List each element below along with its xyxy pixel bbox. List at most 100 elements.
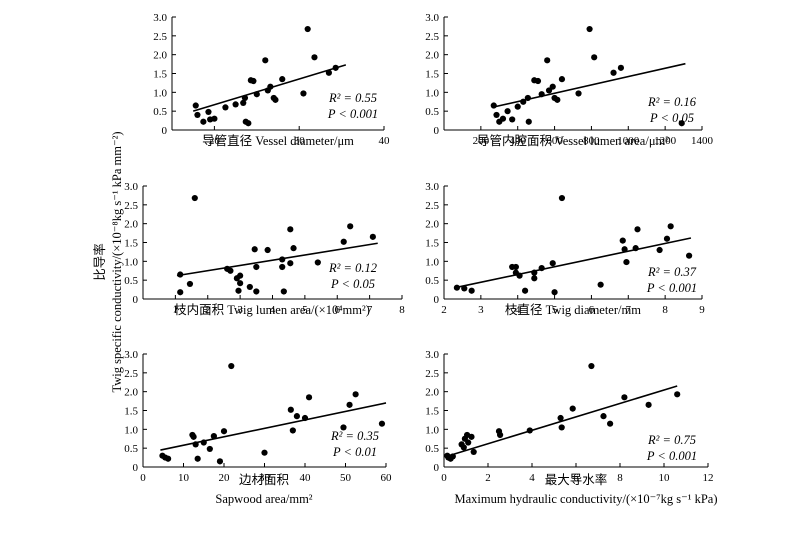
x-tick-label: 10	[178, 472, 190, 484]
x-tick-label: 4	[515, 304, 521, 316]
x-tick-label: 800	[583, 135, 600, 147]
data-point	[262, 57, 269, 64]
data-point	[597, 281, 604, 288]
y-tick-label: 1.0	[153, 87, 167, 99]
y-tick-label: 3.0	[124, 349, 138, 361]
data-point	[280, 288, 287, 295]
data-point	[186, 280, 194, 288]
y-tick-label: 1.5	[425, 406, 439, 418]
x-tick-label: 200	[473, 135, 490, 147]
y-tick-label: 0	[434, 462, 440, 474]
r-squared-label: R² = 0.12	[328, 261, 377, 275]
data-point	[194, 455, 201, 462]
data-point	[206, 445, 213, 453]
y-tick-label: 0.5	[425, 106, 439, 118]
x-tick-label: 5	[552, 304, 558, 316]
data-point	[177, 271, 184, 278]
data-point	[497, 431, 504, 439]
x-tick-label: 8	[617, 472, 623, 484]
data-point	[304, 25, 311, 33]
data-point	[619, 237, 626, 244]
data-point	[516, 272, 523, 279]
data-point	[192, 102, 199, 109]
data-point	[190, 433, 197, 440]
x-tick-label: 30	[259, 472, 271, 484]
y-axis-label-chinese: 比导率	[92, 243, 107, 281]
data-point	[449, 453, 456, 460]
y-tick-label: 2.5	[425, 31, 439, 43]
data-point	[453, 284, 460, 291]
regression-line	[445, 385, 678, 458]
y-tick-label: 0.5	[425, 443, 439, 455]
data-point	[287, 260, 294, 267]
data-point	[332, 64, 339, 71]
p-value-label: P < 0.01	[332, 445, 377, 459]
r-squared-label: R² = 0.55	[328, 91, 377, 105]
data-point	[607, 420, 614, 427]
y-tick-label: 1.0	[124, 424, 138, 436]
data-point	[591, 54, 598, 61]
data-point	[261, 449, 268, 456]
data-point	[352, 391, 359, 398]
data-point	[465, 439, 472, 446]
x-axis-label: 导管直径 Vessel diameter/μm	[202, 133, 354, 148]
regression-line	[454, 237, 692, 289]
y-tick-label: 1.5	[124, 406, 138, 418]
data-point	[300, 90, 307, 97]
data-point	[549, 260, 556, 267]
data-point	[634, 226, 641, 233]
data-point	[192, 441, 199, 448]
x-axis-label: 最大导水率	[545, 472, 608, 487]
x-tick-label: 60	[381, 472, 393, 484]
x-axis-label-line2: Sapwood area/mm²	[215, 492, 312, 506]
y-tick-label: 2.5	[124, 200, 138, 212]
data-point	[524, 94, 531, 102]
data-point	[558, 76, 566, 83]
data-point	[674, 391, 681, 398]
y-tick-label: 1.5	[124, 238, 138, 250]
y-tick-label: 0	[133, 294, 139, 306]
y-tick-label: 0	[434, 125, 440, 137]
data-point	[512, 263, 519, 271]
data-point	[538, 91, 545, 98]
x-tick-label: 9	[699, 304, 705, 316]
x-tick-label: 3	[237, 304, 243, 316]
y-tick-label: 1.0	[425, 256, 439, 268]
data-point	[245, 120, 252, 127]
x-tick-label: 400	[509, 135, 526, 147]
data-point	[461, 285, 468, 292]
data-point	[509, 116, 516, 123]
data-point	[293, 413, 300, 420]
x-tick-label: 2	[441, 304, 447, 316]
data-point	[617, 64, 625, 71]
p-value-label: P < 0.05	[649, 111, 694, 125]
data-point	[165, 455, 172, 462]
data-point	[222, 104, 229, 111]
data-point	[526, 427, 533, 434]
data-point	[246, 283, 253, 291]
panel-4: 0 0.5 1.0 1.5 2.0 2.5 3.0 2 3 4 5 6 7 8 9 R² = 0.37 P < …	[425, 181, 705, 317]
x-tick-label: 1200	[654, 135, 677, 147]
x-tick-label: 5	[302, 304, 308, 316]
x-tick-label: 4	[529, 472, 535, 484]
x-tick-label: 10	[659, 472, 671, 484]
data-point	[378, 420, 386, 427]
data-point	[177, 289, 184, 296]
data-point	[468, 433, 475, 440]
x-tick-label: 1400	[691, 135, 714, 147]
x-tick-label: 1000	[617, 135, 640, 147]
y-tick-label: 1.0	[124, 256, 138, 268]
r-squared-label: R² = 0.75	[647, 433, 696, 447]
x-tick-label: 6	[589, 304, 595, 316]
data-point	[667, 223, 674, 230]
data-point	[575, 90, 582, 97]
x-tick-label: 8	[662, 304, 668, 316]
data-point	[267, 83, 274, 90]
y-tick-label: 2.0	[153, 50, 167, 62]
regression-line	[160, 402, 387, 451]
data-point	[232, 101, 239, 108]
y-tick-label: 2.0	[124, 387, 138, 399]
data-point	[250, 77, 257, 85]
data-point	[621, 394, 628, 401]
panel-5: 0 0.5 1.0 1.5 2.0 2.5 3.0 0 10 20 30 40 50 60 R² = 0.3…	[124, 349, 392, 506]
